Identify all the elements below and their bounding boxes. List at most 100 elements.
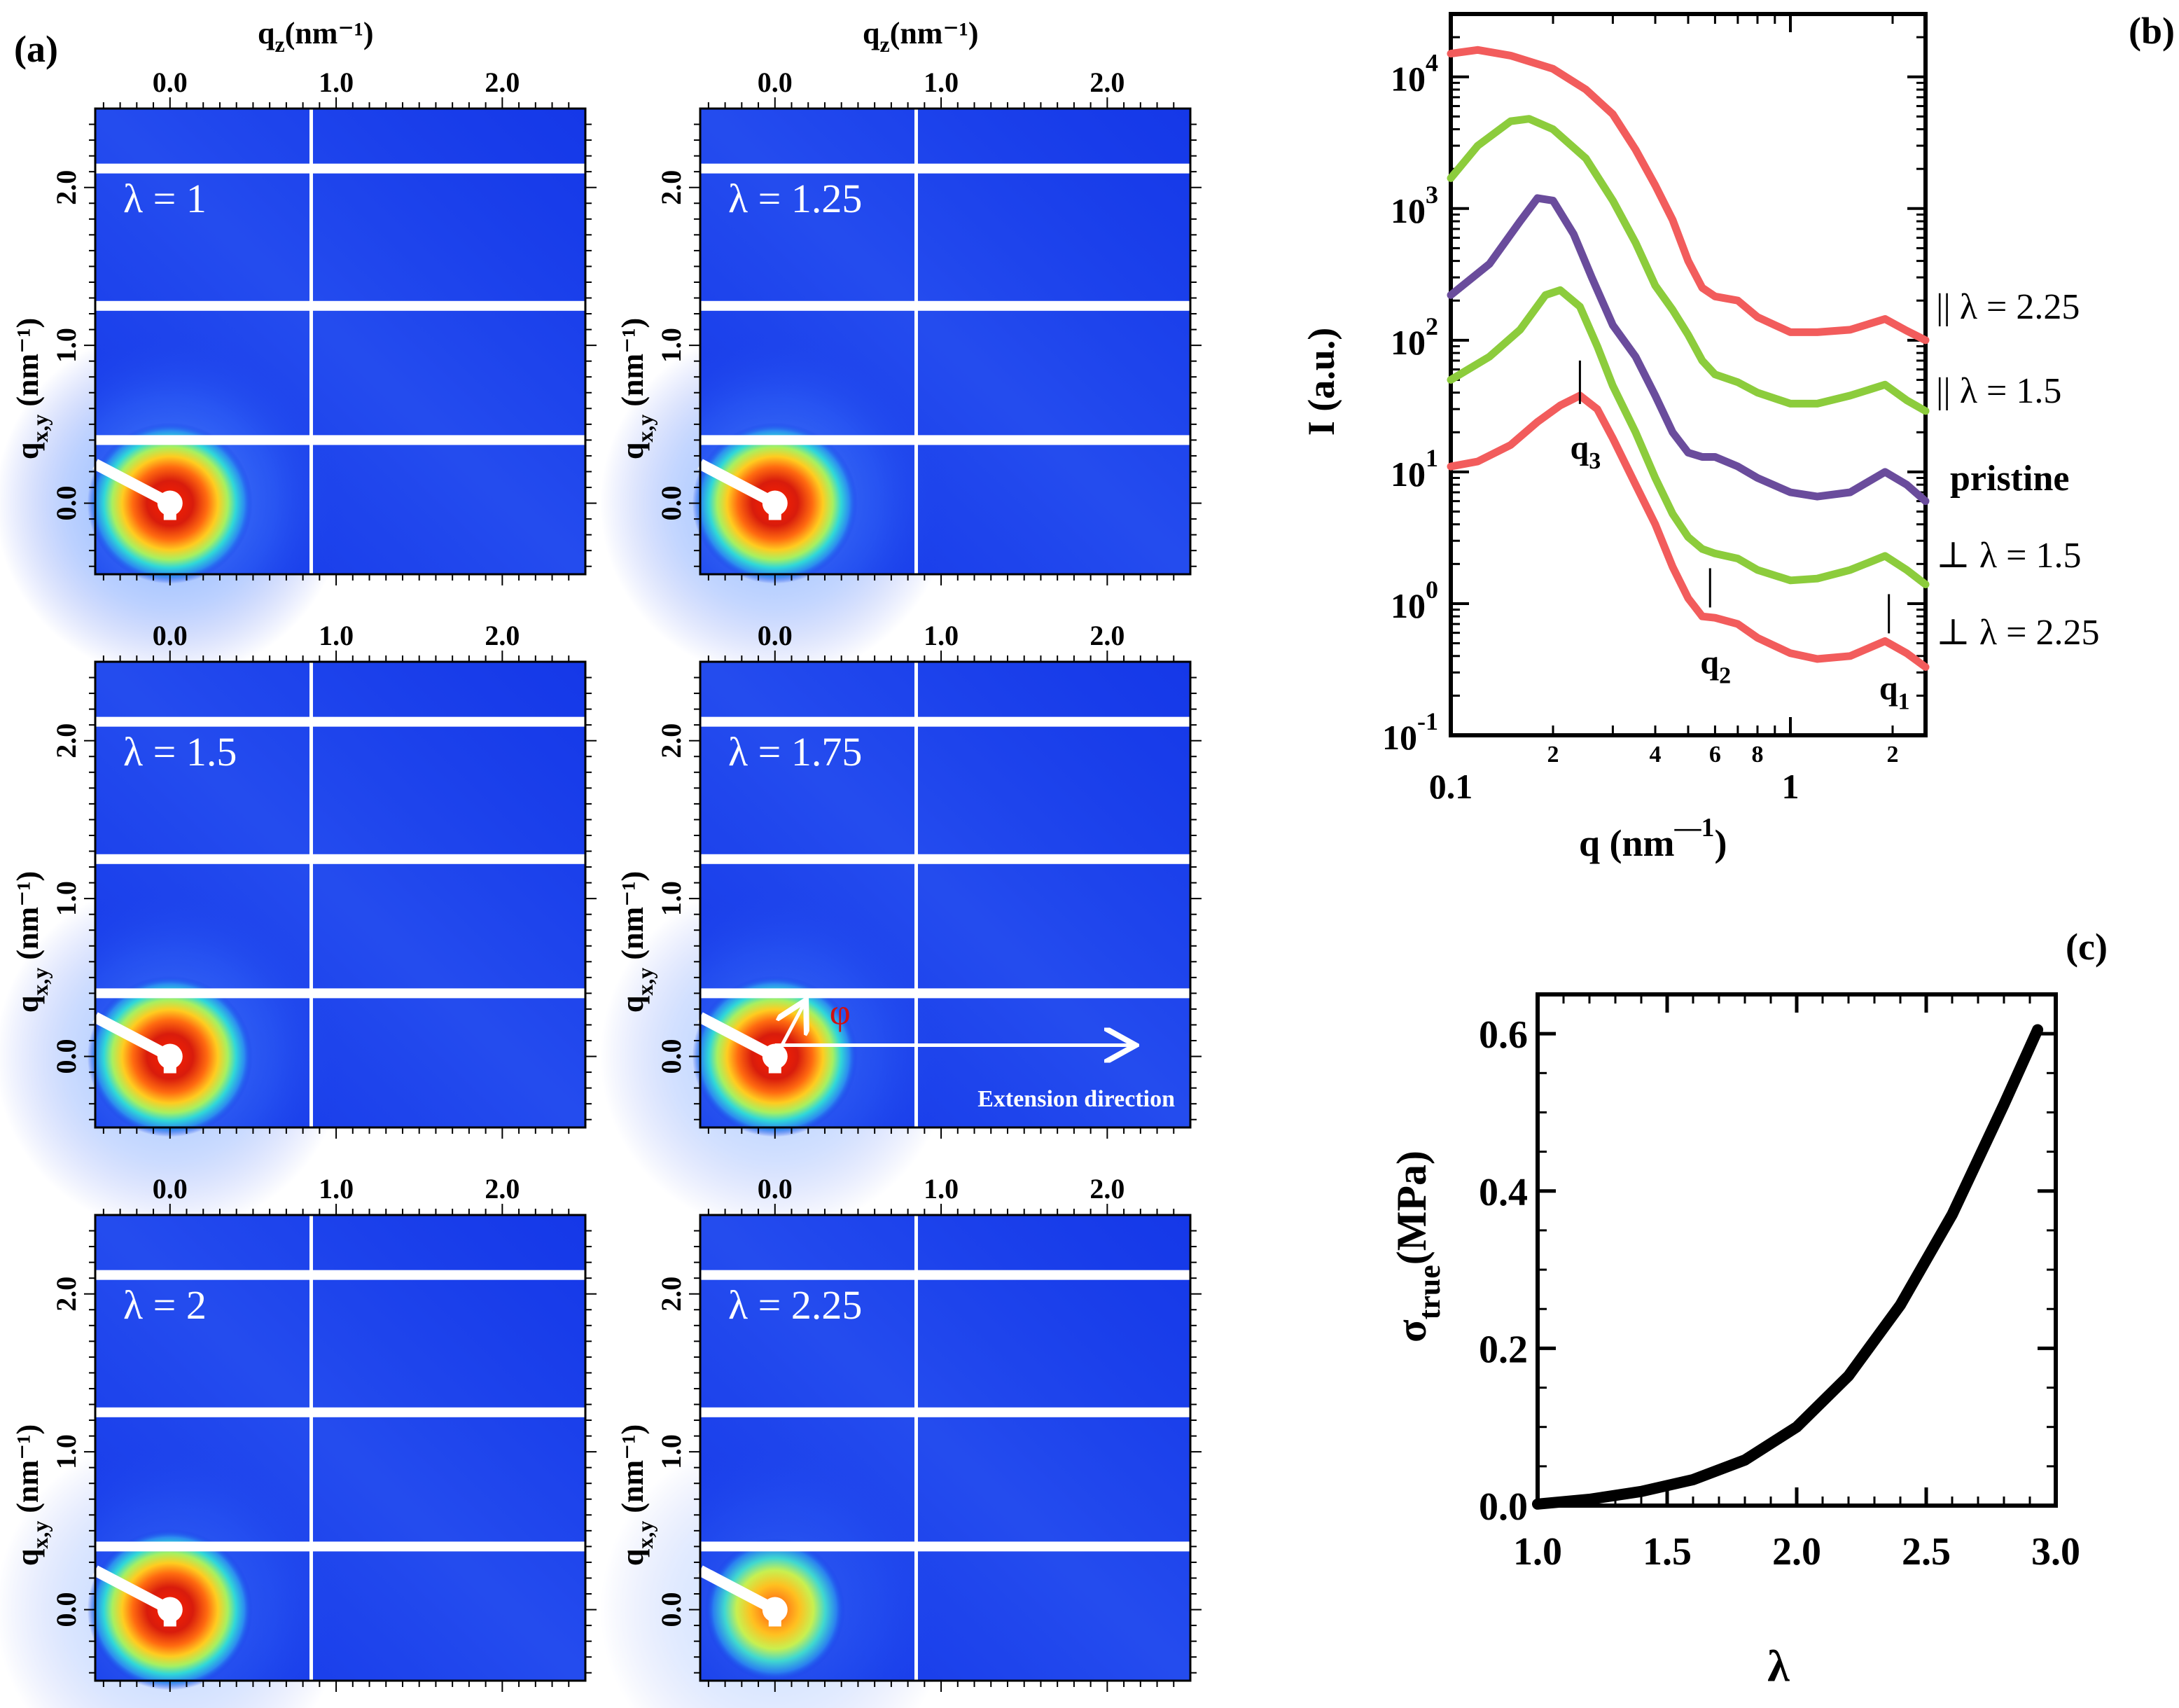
detector-gap-horizontal: [700, 854, 1190, 864]
map-y-tick-label: 1.0: [655, 881, 687, 916]
b-x-minor-tick-label: 4: [1649, 742, 1661, 768]
map-x-tick-label: 2.0: [1090, 67, 1125, 98]
b-y-tick-label: 100: [1391, 576, 1438, 625]
b-peak-label-q: q: [1700, 644, 1719, 681]
map-x-tick-label: 2.0: [1090, 620, 1125, 651]
map-y-axis-label-unit: (nm⁻¹): [615, 871, 650, 968]
map-y-axis-label: qx,y (nm⁻¹): [11, 1424, 53, 1566]
b-y-tick-label: 10-1: [1382, 707, 1438, 757]
map-frame: [94, 660, 587, 1129]
map-y-axis-label-unit: (nm⁻¹): [11, 871, 45, 968]
saxs-map-1: 0.0 1.0 2.0 2.0 1.0 0.0 qx,y (nm⁻¹) λ = 1: [0, 67, 597, 679]
map-x-axis-label-q: q: [863, 16, 880, 50]
map-y-tick-label: 2.0: [50, 1277, 82, 1312]
map-y-axis-label-q: q: [615, 1548, 650, 1566]
c-y-tick-label: 0.4: [1479, 1171, 1528, 1214]
panel-a-label: (a): [14, 28, 58, 70]
map-y-axis-label: qx,y (nm⁻¹): [11, 318, 53, 459]
plot-c-xlabel: λ: [1767, 1641, 1790, 1690]
map-y-axis-label-q: q: [11, 995, 45, 1013]
map-x-tick-label: 2.0: [485, 67, 520, 98]
map-y-tick-label: 2.0: [50, 170, 82, 205]
panel-c: (c) 1.0 1.5 2.0 2.5 3.0 0.0 0.2 0.4 0.6 σtrue(MP…: [1388, 926, 2108, 1690]
detector-gap-horizontal: [95, 716, 585, 727]
map-y-tick-label: 2.0: [655, 170, 687, 205]
map-y-tick-label: 0.0: [655, 1039, 687, 1074]
map-x-tick-label: 0.0: [153, 67, 188, 98]
map-x-tick-label: 1.0: [924, 1173, 959, 1204]
lambda-label: λ = 2.25: [728, 1282, 862, 1328]
c-x-tick-label: 2.0: [1772, 1530, 1821, 1574]
c-y-tick-label: 0.6: [1479, 1013, 1528, 1057]
b-y-tick-base: 10: [1391, 323, 1426, 362]
map-frame: [699, 1214, 1192, 1682]
detector-gap-horizontal: [700, 300, 1190, 311]
map-y-axis-label-unit: (nm⁻¹): [615, 1424, 650, 1521]
beamstop-arm: [697, 1565, 778, 1615]
detector-gap-horizontal: [700, 1541, 1190, 1552]
detector-gap-horizontal: [700, 988, 1190, 999]
map-y-tick-label: 0.0: [50, 486, 82, 521]
beamstop-tip: [163, 1609, 176, 1627]
lambda-label: λ = 1.75: [728, 729, 862, 775]
detector-gap-horizontal: [700, 1270, 1190, 1280]
map-x-tick-label: 0.0: [153, 1173, 188, 1204]
saxs-map-grid: 0.0 1.0 2.02.01.00.0qx,y (nm⁻¹)λ = 10.0 1.0…: [0, 16, 1202, 1708]
map-x-tick-label: 0.0: [758, 1173, 793, 1204]
map-y-tick-label: 2.0: [655, 723, 687, 758]
b-curve-series-4: [1447, 286, 1930, 588]
map-y-tick-label: 0.0: [655, 1592, 687, 1627]
angle-arrow: [782, 1004, 805, 1046]
map-x-tick-label: 1.0: [319, 67, 354, 98]
c-x-tick-label: 2.5: [1902, 1530, 1951, 1574]
b-peak-label: q1: [1879, 669, 1910, 714]
map-x-axis-label: qz(nm⁻¹): [258, 16, 374, 57]
map-y-axis-label-unit: (nm⁻¹): [11, 318, 45, 415]
map-x-tick-label: 2.0: [1090, 1173, 1125, 1204]
b-y-tick-exp: 1: [1426, 444, 1438, 472]
b-legend-entry-5: ⊥ λ = 2.25: [1936, 613, 2099, 653]
saxs-map-3: 0.0 1.0 2.0 2.0 1.0 0.0 qx,y (nm⁻¹) λ = 1.5: [0, 620, 597, 1232]
b-x-minor-tick-label: 8: [1751, 742, 1763, 768]
detector-gap-horizontal: [95, 163, 585, 174]
saxs-map-6: 0.0 1.0 2.0 2.0 1.0 0.0 qx,y (nm⁻¹) λ = 2.25: [599, 1173, 1202, 1708]
beamstop-arm: [92, 459, 173, 508]
plot-b-ylabel: I (a.u.): [1300, 328, 1342, 436]
map-y-axis-label-unit: (nm⁻¹): [615, 318, 650, 415]
b-legend-entry-1: || λ = 2.25: [1936, 287, 2080, 327]
b-peak-label-sub: 3: [1589, 448, 1601, 474]
detector-gap-horizontal: [95, 1270, 585, 1280]
b-x-minor-tick-label: 6: [1709, 742, 1721, 768]
map-y-axis-label: qx,y (nm⁻¹): [11, 871, 53, 1013]
map-x-tick-label: 1.0: [924, 620, 959, 651]
map-x-tick-label: 1.0: [319, 620, 354, 651]
map-y-axis-label-sub: x,y: [27, 968, 53, 996]
map-y-axis-label-q: q: [11, 442, 45, 459]
map-y-tick-label: 2.0: [50, 723, 82, 758]
b-x-minor-tick-label: 2: [1547, 742, 1559, 768]
detector-gap-horizontal: [95, 1541, 585, 1552]
beamstop-tip: [768, 503, 781, 520]
c-x-tick-label: 1.0: [1513, 1530, 1562, 1574]
plot-c-ylabel: σtrue(MPa): [1388, 1151, 1447, 1342]
b-curve-series-3: [1447, 194, 1930, 506]
map-x-tick-label: 1.0: [319, 1173, 354, 1204]
b-y-tick-label: 102: [1391, 312, 1438, 362]
map-x-tick-label: 0.0: [758, 620, 793, 651]
b-y-tick-label: 104: [1391, 49, 1438, 99]
b-peak-label-q: q: [1571, 429, 1589, 466]
map-y-axis-label-sub: x,y: [632, 968, 657, 996]
b-y-tick-exp: 4: [1426, 49, 1438, 77]
map-x-tick-label: 2.0: [485, 1173, 520, 1204]
b-curve-series-5: [1447, 391, 1930, 671]
map-x-tick-label: 1.0: [924, 67, 959, 98]
map-x-tick-label: 0.0: [758, 67, 793, 98]
lambda-label: λ = 1: [123, 176, 207, 221]
map-frame: [94, 107, 587, 576]
detector-gap-horizontal: [700, 716, 1190, 727]
lambda-label: λ = 1.25: [728, 176, 862, 221]
detector-gap-horizontal: [700, 163, 1190, 174]
map-y-axis-label-q: q: [615, 995, 650, 1013]
